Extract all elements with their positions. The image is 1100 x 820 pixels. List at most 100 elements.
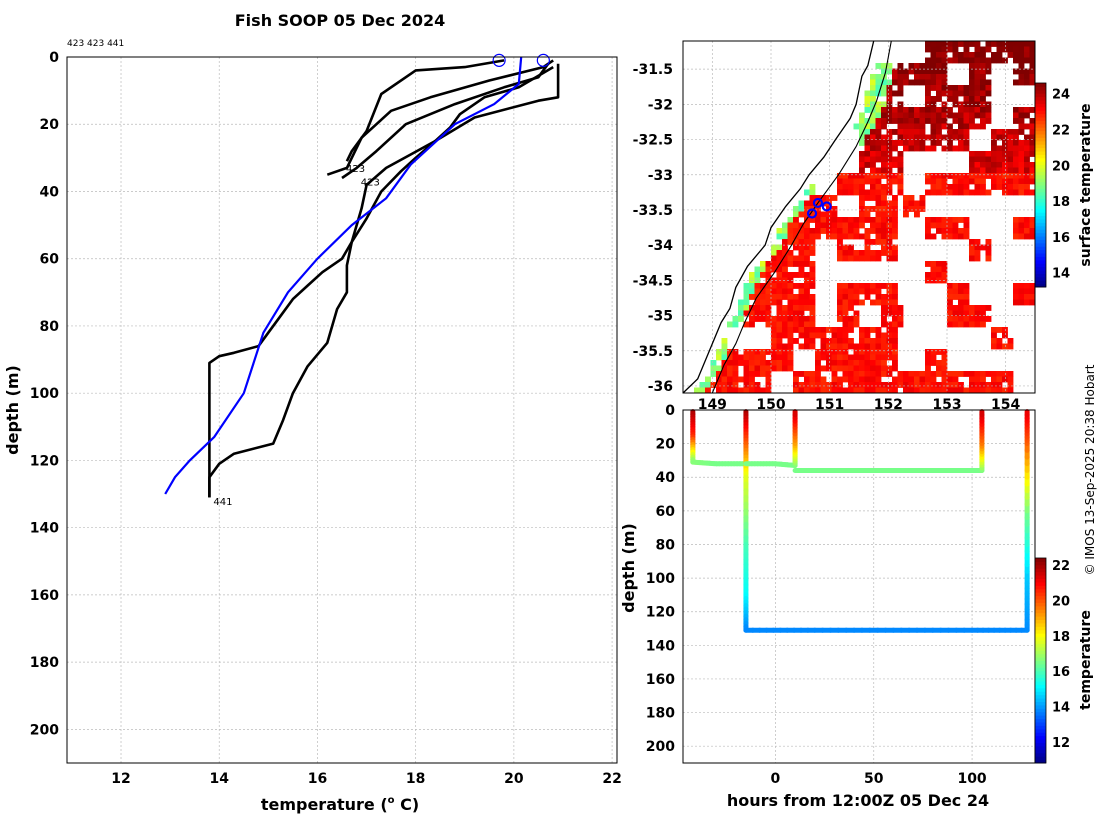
sst-cell	[870, 371, 876, 377]
sst-cell	[1029, 189, 1035, 196]
sst-cell	[1029, 299, 1035, 306]
sst-cell	[892, 162, 898, 168]
sst-cell	[1007, 343, 1014, 350]
sst-cell	[870, 162, 876, 168]
sst-cell	[919, 79, 926, 86]
sst-cell	[875, 365, 882, 372]
sst-cell	[848, 244, 854, 251]
sst-cell	[848, 365, 854, 372]
sst-cell	[897, 178, 904, 185]
sst-cell	[936, 349, 942, 355]
sst-cell	[969, 156, 975, 163]
sst-cell	[936, 74, 942, 80]
sst-cell	[914, 145, 920, 152]
track-colorbar-segment	[1035, 674, 1046, 679]
sst-cell	[952, 41, 959, 47]
sst-cell	[1002, 184, 1008, 190]
map-y-tick-label: -34.5	[633, 273, 673, 289]
sst-cell	[936, 107, 942, 113]
sst-cell	[1002, 41, 1008, 47]
sst-cell	[804, 211, 810, 218]
sst-cell	[765, 365, 772, 372]
corner-label: 423 423 441	[67, 39, 124, 49]
track-colorbar-segment	[1035, 711, 1046, 716]
sst-cell	[820, 195, 827, 201]
sst-cell	[991, 343, 997, 350]
sst-cell	[831, 382, 838, 388]
sst-cell	[710, 382, 717, 388]
sst-cell	[782, 365, 788, 372]
sst-cell	[925, 74, 931, 80]
sst-cell	[1029, 63, 1035, 69]
sst-cell	[798, 250, 805, 256]
sst-cell	[1029, 107, 1035, 113]
sst-cell	[1018, 222, 1025, 229]
sst-cell	[996, 387, 1003, 393]
sst-cell	[991, 129, 997, 135]
sst-cell	[870, 79, 876, 86]
sst-cell	[776, 255, 783, 262]
sst-cell	[848, 178, 854, 185]
sst-cell	[754, 360, 761, 366]
track-colorbar-segment	[1035, 558, 1046, 562]
sst-cell	[842, 310, 849, 317]
sst-cell	[974, 371, 981, 377]
sst-cell	[974, 101, 981, 108]
sst-cell	[925, 178, 931, 185]
sst-cell	[952, 129, 959, 135]
sst-cell	[881, 222, 887, 229]
sst-cell	[875, 387, 882, 393]
sst-cell	[925, 46, 931, 53]
sst-cell	[754, 310, 761, 317]
sst-cell	[897, 118, 904, 124]
sst-cell	[925, 79, 931, 86]
sst-cell	[1007, 338, 1014, 344]
map-colorbar-segment	[1035, 195, 1046, 200]
sst-cell	[897, 123, 904, 130]
sst-cell	[914, 74, 920, 80]
sst-cell	[859, 376, 865, 383]
sst-cell	[826, 387, 832, 393]
map-colorbar-segment	[1035, 140, 1046, 145]
sst-cell	[793, 321, 799, 328]
sst-cell	[897, 79, 904, 86]
sst-cell	[837, 349, 843, 355]
map-colorbar-segment	[1035, 127, 1046, 132]
sst-cell	[930, 178, 937, 185]
sst-cell	[969, 41, 975, 47]
xlabel-main: temperature (	[261, 795, 388, 814]
sst-cell	[947, 233, 953, 240]
sst-cell	[1002, 343, 1008, 350]
sst-cell	[837, 354, 843, 361]
sst-cell	[727, 360, 733, 366]
sst-cell	[930, 129, 937, 135]
sst-cell	[782, 233, 788, 240]
sst-cell	[952, 376, 959, 383]
sst-cell	[743, 288, 750, 295]
sst-cell	[870, 118, 876, 124]
sst-cell	[881, 349, 887, 355]
sst-cell	[941, 79, 948, 86]
sst-cell	[963, 288, 970, 295]
sst-cell	[782, 244, 788, 251]
sst-cell	[859, 288, 865, 295]
sst-cell	[930, 173, 937, 179]
sst-cell	[831, 332, 838, 339]
sst-cell	[771, 349, 777, 355]
sst-cell	[864, 294, 871, 300]
sst-cell	[958, 178, 964, 185]
sst-cell	[727, 387, 733, 393]
sst-cell	[886, 206, 893, 212]
sst-cell	[793, 294, 799, 300]
sst-cell	[963, 90, 970, 97]
sst-cell	[969, 90, 975, 97]
sst-cell	[771, 244, 777, 251]
y-tick-label: 0	[49, 50, 59, 66]
sst-cell	[947, 129, 953, 135]
sst-cell	[782, 288, 788, 295]
sst-cell	[842, 189, 849, 196]
sst-cell	[787, 343, 794, 350]
y-tick-label: 180	[30, 655, 59, 671]
sst-cell	[1024, 140, 1030, 146]
sst-cell	[804, 382, 810, 388]
